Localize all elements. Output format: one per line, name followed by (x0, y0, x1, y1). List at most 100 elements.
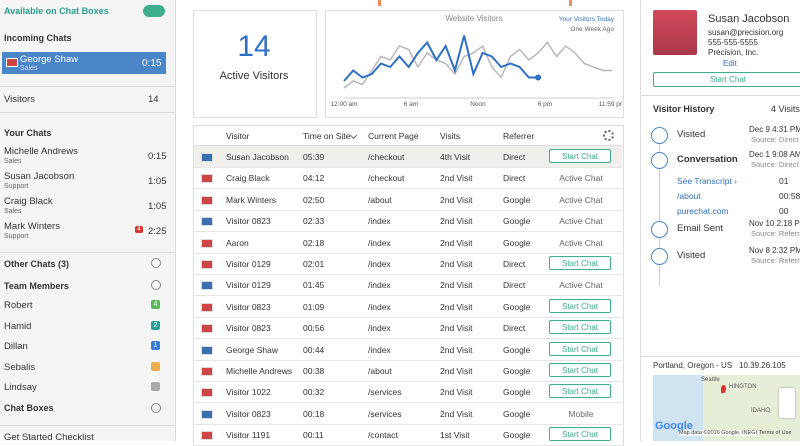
cell: /index (368, 237, 391, 248)
cell: Visitor 1022 (226, 387, 271, 398)
cell: Direct (503, 280, 526, 291)
start-chat-button[interactable]: Start Chat (549, 149, 611, 163)
start-chat-button[interactable]: Start Chat (549, 363, 611, 377)
history-link: See Transcript › (677, 176, 737, 186)
cell: 02:18 (303, 237, 325, 248)
start-chat-button[interactable]: Start Chat (549, 384, 611, 399)
cell: Google (503, 194, 531, 205)
flag (201, 345, 213, 355)
chat-time: 0:15 (142, 58, 162, 69)
badge: 2 (151, 320, 160, 330)
start-chat-button[interactable]: Start Chat (549, 256, 611, 270)
cell: Google (503, 408, 531, 419)
profile-phone: 555-555-5555 (708, 38, 758, 47)
history-source: Source: Referral (751, 229, 800, 238)
status: Active Chat (559, 280, 603, 291)
cell: Susan Jacobson (226, 152, 289, 162)
end-point (535, 74, 542, 81)
line-series (343, 41, 612, 89)
flag (201, 195, 213, 205)
row-divider (193, 316, 622, 318)
map-location: Portland, Oregon - US (653, 361, 733, 370)
chat-name: Michelle Andrews (4, 146, 78, 157)
map-pin (721, 385, 726, 393)
flag (201, 260, 213, 269)
cell: 01:09 (303, 301, 325, 312)
team-name: Lindsay (4, 382, 37, 393)
badge: 1 (151, 341, 160, 350)
column-header: Visits (440, 131, 461, 141)
chat-time: 2:25 (148, 226, 167, 237)
start-chat-button[interactable]: Start Chat (549, 298, 611, 313)
start-chat-button[interactable]: Start Chat (549, 427, 611, 442)
chat-time: 1:05 (148, 201, 167, 212)
toggle (143, 5, 165, 17)
cell: /checkout (368, 152, 405, 162)
x-tick-label: Noon (470, 101, 486, 108)
cell: 2nd Visit (440, 237, 473, 248)
cell: 2nd Visit (440, 259, 473, 269)
history-date: Dec 9 4:31 PM (749, 125, 800, 134)
x-tick-label: 6 am (404, 101, 418, 108)
cell: Visitor 0823 (226, 301, 271, 312)
row-divider (193, 381, 622, 382)
cell: Mark Winters (226, 194, 277, 205)
profile-company: Precision, Inc. (708, 48, 759, 57)
row-divider (193, 295, 622, 297)
divider (0, 252, 175, 253)
marker (378, 0, 381, 6)
cell: /contact (368, 430, 398, 441)
chat-dept: Sales (4, 158, 22, 165)
history-icon (651, 127, 668, 144)
team-name: Sebalis (4, 361, 36, 373)
cell: /about (368, 366, 392, 376)
map-brand: Google (655, 420, 693, 432)
section-title: Incoming Chats (4, 33, 72, 43)
history-time: 01 (779, 176, 789, 186)
flag (201, 302, 213, 312)
profile-name: Susan Jacobson (708, 13, 790, 25)
cell: 2nd Visit (440, 408, 473, 419)
collapse-icon (151, 280, 161, 290)
status: Mobile (568, 408, 594, 419)
marker (569, 0, 572, 6)
cell: /index (368, 216, 391, 227)
cell: 00:18 (303, 408, 325, 419)
start-chat-button[interactable]: Start Chat (549, 320, 611, 335)
chat-name: Susan Jacobson (4, 171, 75, 182)
start-chat-button[interactable]: Start Chat (549, 341, 611, 356)
flag (201, 238, 213, 248)
divider (641, 95, 800, 96)
cell: Google (503, 237, 531, 248)
flag (6, 58, 18, 67)
chat-time: 1:05 (148, 176, 167, 187)
cell: 2nd Visit (440, 194, 473, 205)
start-chat-button[interactable]: Start Chat (653, 72, 800, 87)
history-count: 4 Visits (771, 104, 800, 114)
history-date: Nov 10 2:18 PM (749, 219, 800, 228)
cell: Visitor 0823 (226, 323, 271, 334)
line-series (343, 35, 539, 82)
cell: /index (368, 323, 391, 334)
status: Active Chat (559, 194, 603, 205)
status: Active Chat (559, 216, 603, 227)
history-label: Conversation (677, 154, 738, 165)
cell: Direct (503, 259, 526, 269)
divider (641, 356, 800, 357)
visitors-count: 14 (148, 94, 159, 105)
map-ip: 10.39.26.105 (739, 361, 786, 370)
row-divider (193, 252, 622, 254)
cell: 05:39 (303, 152, 325, 162)
timeline (659, 140, 660, 285)
history-link: /about (677, 191, 701, 201)
cell: 2nd Visit (440, 173, 473, 184)
profile-email: susan@precision.org (708, 28, 784, 37)
table-box (193, 125, 624, 446)
badge: 4 (151, 300, 160, 309)
cell: 02:33 (303, 216, 325, 227)
cell: Visitor 0129 (226, 280, 271, 291)
cell: 2nd Visit (440, 387, 473, 398)
cell: 02:50 (303, 194, 325, 205)
map-label: IDAHO (751, 408, 771, 414)
